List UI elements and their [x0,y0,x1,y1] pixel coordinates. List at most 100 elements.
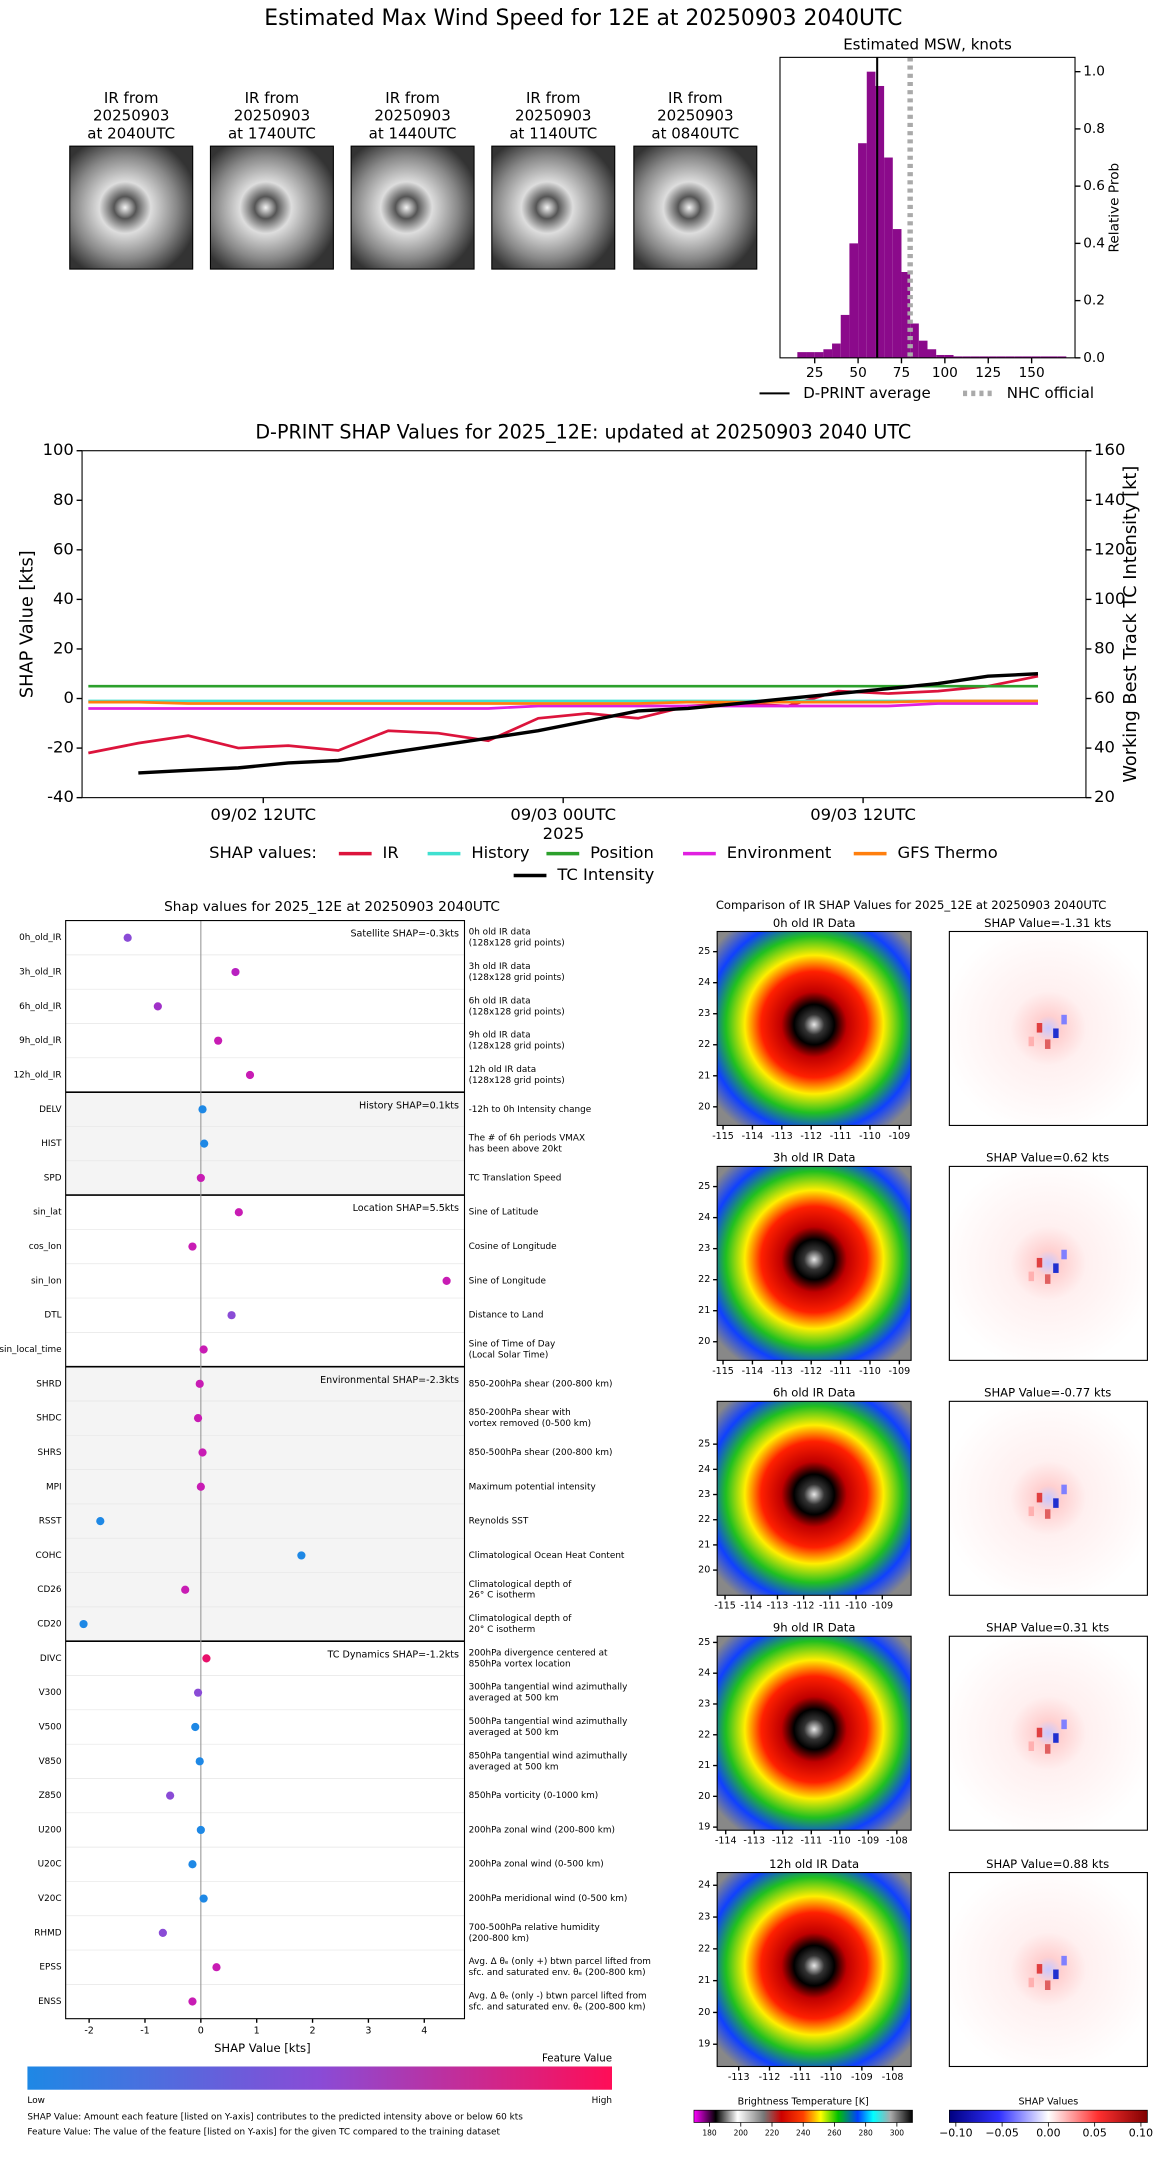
y-tick-label: 24 [698,1212,710,1223]
shap-panel-title: SHAP Value=0.31 kts [986,1621,1109,1635]
feature-description: 850-200hPa shear with [469,1408,571,1418]
y-tick-label: 20 [53,638,74,657]
thumbnail-label: at 1140UTC [509,124,597,142]
colorbar-tick-label: 300 [890,2128,905,2137]
bar [823,349,833,358]
shap-dot [96,1517,105,1526]
x-tick-label: -111 [789,2072,811,2083]
feature-name: DIVC [40,1654,62,1664]
shap-dot [442,1276,451,1285]
x-tick-label: -115 [712,1366,734,1377]
feature-description: Sine of Time of Day [469,1340,556,1350]
shap-dot [153,1002,162,1011]
y-tick-label: 80 [53,490,74,509]
feature-description: 850-500hPa shear (200-800 km) [469,1448,613,1458]
y-tick-label: 21 [698,1760,710,1771]
shap-blob [1061,1955,1067,1966]
feature-name: CD26 [37,1585,62,1595]
shap-dot [181,1585,190,1594]
y2-tick-label: 160 [1094,440,1125,459]
shap-dot [188,1860,197,1869]
y-tick-label: 21 [698,1975,710,1986]
figure-title: Estimated Max Wind Speed for 12E at 2025… [264,6,902,31]
thumbnail-label: at 1740UTC [228,124,316,142]
bar [849,243,859,358]
bar [875,85,885,358]
bar [962,356,971,358]
colorbar-tick-label: 280 [858,2128,873,2137]
shap-blob [1061,1249,1067,1260]
shap-blob [1036,1727,1043,1738]
bar [840,314,850,358]
feature-name: V500 [39,1722,62,1732]
thumbnail-label: 20250903 [657,107,733,125]
feature-description: 6h old IR data [469,996,531,1006]
feature-name: cos_lon [29,1242,62,1252]
shap-panel-title: SHAP Value=0.88 kts [986,1857,1109,1871]
y-tick-label: 100 [43,440,74,459]
colorbar-tick-label: 0.05 [1083,2126,1107,2139]
shap-blob [1044,1509,1051,1519]
shap-blob [1044,1744,1051,1754]
shap-dot [196,1173,205,1183]
feature-name: Z850 [39,1791,62,1801]
shap-dot [193,1414,203,1423]
thumbnail-label: at 0840UTC [651,124,739,142]
ir-thumbnail [633,145,758,270]
bar [944,354,954,358]
legend-label: History [471,843,530,862]
bar [832,343,841,358]
x-axis-label: 2025 [543,824,585,843]
series-line [88,702,1038,710]
x-tick-label: -111 [830,1131,852,1142]
plot-frame [779,56,1076,359]
bar [918,340,928,358]
shap-image [948,1635,1148,1831]
y-tick-label: 40 [53,589,74,608]
shap-blob [1061,1014,1067,1025]
plot-frame [81,450,1087,799]
feature-name: sin_local_time [0,1345,62,1355]
feature-description: sfc. and saturated env. θₑ (200-800 km) [469,1968,646,1978]
bar [1014,356,1023,358]
x-tick-label: -110 [859,1131,881,1142]
feature-description: (Local Solar Time) [469,1350,549,1360]
y2-tick-label: 120 [1094,539,1125,558]
y-tick-label: 60 [53,539,74,558]
feature-description: Climatological depth of [469,1580,573,1590]
feature-name: 3h_old_IR [19,968,61,978]
y-tick-label: 25 [698,946,710,957]
bar [858,143,867,358]
y-tick-label: 24 [698,1668,710,1679]
colorbar-title: Feature Value [542,2052,612,2064]
y2-tick-label: 40 [1094,738,1115,757]
bar [996,356,1006,358]
y-tick-label: 24 [698,1464,710,1475]
feature-name: 9h_old_IR [19,1036,61,1046]
colorbar-title: SHAP Values [1018,2097,1078,2108]
shap-blob [1053,1733,1059,1743]
colorbar-low: Low [27,2096,44,2106]
shap-image [948,1400,1148,1596]
shap-dot [195,1379,204,1388]
shap-dot [202,1654,211,1663]
shap-dot [193,1688,203,1697]
shap-dot [199,1894,208,1903]
y2-tick-label: 140 [1094,490,1125,509]
bar [901,271,911,358]
series-line [88,699,1038,705]
shap-dot [200,1139,209,1148]
legend-title: SHAP values: [209,843,317,862]
thumbnail-label: 20250903 [234,107,310,125]
y-tick-label: 20 [698,1101,710,1112]
y2-axis-label: Working Best Track TC Intensity [kt] [1121,466,1141,783]
y-tick-label: 23 [698,1008,710,1019]
shap-dot [188,1242,197,1251]
feature-name: sin_lon [31,1276,62,1286]
group-label: Location SHAP=5.5kts [353,1203,459,1214]
feature-description: (128x128 grid points) [469,1042,565,1052]
x-tick-label: 150 [1019,365,1045,381]
y2-tick-label: 20 [1094,787,1115,806]
y-tick-label: 20 [698,1336,710,1347]
shap-panel-title: SHAP Value=-1.31 kts [984,916,1111,930]
